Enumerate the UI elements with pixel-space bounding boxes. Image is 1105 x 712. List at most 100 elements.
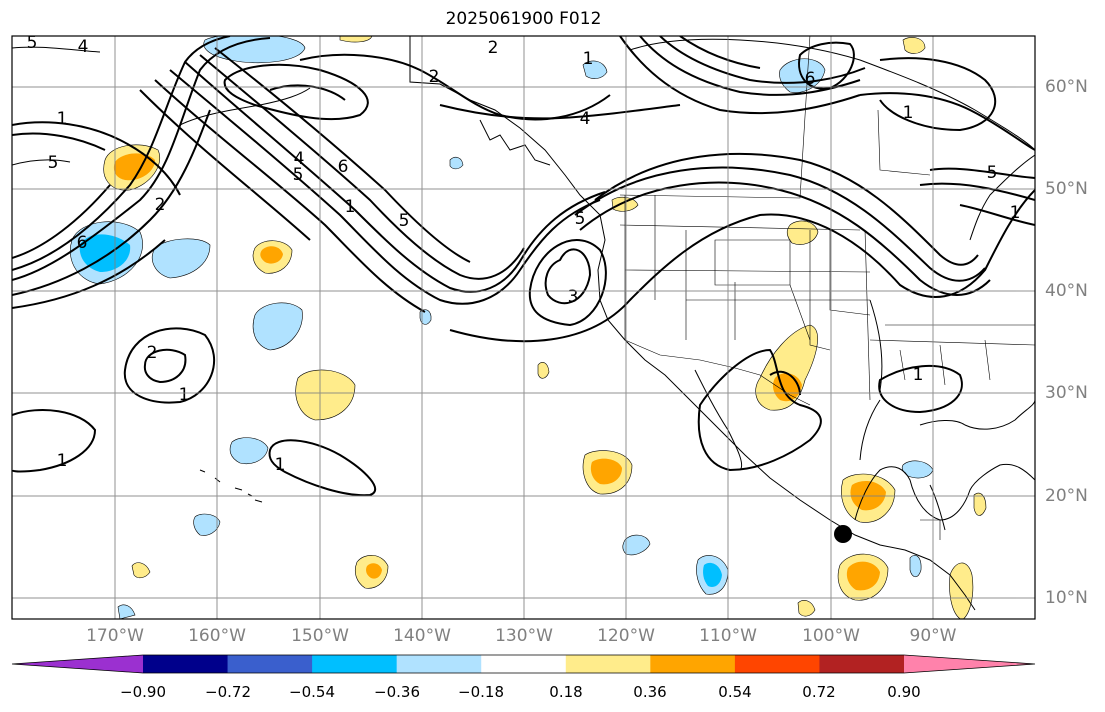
neg-anomaly-region [151,238,211,279]
colorbar [11,654,1036,674]
contour-label: 1 [57,451,68,471]
pos-anomaly-core [590,458,622,485]
location-marker [834,525,852,543]
colorbar-swatch [227,655,313,673]
contour-label: 2 [155,195,166,215]
neg-anomaly-region [901,460,934,479]
pos-anomaly-core [366,563,382,579]
pos-anomaly-region [786,220,819,245]
contour-label: 1 [179,385,190,405]
colorbar-tick-label: 0.54 [718,683,752,701]
contour-label: 5 [27,33,38,53]
colorbar-swatch [143,655,229,673]
colorbar-tick-label: −0.90 [120,683,166,701]
contour-label: 4 [294,149,305,169]
pos-anomaly-region [131,562,151,579]
colorbar-swatch [481,655,567,673]
colorbar-swatch [396,655,482,673]
map-title: 2025061900 F012 [445,9,602,29]
neg-anomaly-region [449,156,464,170]
colorbar-tick-label: 0.36 [633,683,667,701]
pos-anomaly-region [797,600,816,617]
lon-label: 90°W [909,626,957,646]
pos-anomaly-region [537,362,550,379]
contour-label: 6 [805,69,816,89]
colorbar-tick-label: −0.54 [289,683,335,701]
colorbar-outline [11,654,1036,674]
lon-label: 170°W [86,626,144,646]
colorbar-swatch [312,655,398,673]
contour-label: 5 [293,165,304,185]
pos-anomaly-region [973,492,987,516]
pos-anomaly-region [949,562,974,619]
contour-label: 1 [345,197,356,217]
pos-anomaly-core [846,561,880,591]
lon-label: 100°W [802,626,860,646]
neg-anomaly-region [203,36,306,63]
contour-label: 3 [568,287,579,307]
anomaly-fills [70,36,987,619]
lon-label: 160°W [188,626,246,646]
neg-anomaly-region [252,302,303,351]
pos-anomaly-core [260,246,283,264]
contour-label: 5 [399,211,410,231]
contour-label: 1 [57,109,68,129]
lon-label: 110°W [699,626,757,646]
contour-label: 1 [583,49,594,69]
neg-anomaly-core [703,562,722,587]
neg-anomaly-region [419,309,432,325]
contour-label: 6 [77,233,88,253]
neg-anomaly-region [229,437,269,465]
lat-label: 50°N [1045,179,1088,199]
pressure-contours [12,36,1035,497]
colorbar-tick-label: −0.36 [374,683,420,701]
colorbar-swatch [12,655,143,673]
contour-label: 2 [488,38,499,58]
colorbar-tick-label: 0.18 [549,683,583,701]
pos-anomaly-region [902,37,926,54]
contour-label: 1 [275,455,286,475]
lon-label: 130°W [495,626,553,646]
lon-label: 150°W [291,626,349,646]
colorbar-tick-label: −0.18 [458,683,504,701]
colorbar-tick-label: −0.72 [205,683,251,701]
pos-anomaly-region [295,369,356,421]
contour-label: 1 [1010,203,1021,223]
colorbar-swatch [734,655,820,673]
lat-label: 60°N [1045,77,1088,97]
map-frame [11,35,1036,620]
neg-anomaly-region [622,534,651,556]
graticule [12,36,1035,619]
colorbar-swatch [819,655,905,673]
neg-anomaly-region [582,60,608,79]
colorbar-swatch [904,655,1035,673]
contour-label: 4 [78,37,89,57]
contour-label: 4 [580,109,591,129]
colorbar-swatch [565,655,651,673]
contour-label: 2 [147,343,158,363]
pos-anomaly-region [339,36,373,43]
colorbar-tick-label: 0.90 [887,683,921,701]
colorbar-tick-label: 0.72 [802,683,836,701]
contour-label-group: 5 4 1 5 2 2 1 6 4 1 4 6 5 1 5 6 2 3 5 1 … [27,33,1021,475]
colorbar-swatch [650,655,736,673]
lon-label: 140°W [393,626,451,646]
lat-label: 10°N [1045,588,1088,608]
lat-label: 40°N [1045,281,1088,301]
contour-label: 1 [913,365,924,385]
contour-label: 1 [903,103,914,123]
neg-anomaly-region [909,555,922,578]
contour-label: 5 [575,209,586,229]
neg-anomaly-core [79,234,131,272]
pos-anomaly-region [755,324,818,411]
contour-label: 2 [429,67,440,87]
contour-label: 6 [338,157,349,177]
contour-label: 5 [48,153,59,173]
lon-label: 120°W [597,626,655,646]
lat-label: 30°N [1045,383,1088,403]
borders [619,36,1035,540]
neg-anomaly-region [117,604,136,619]
neg-anomaly-region [193,513,221,536]
lat-label: 20°N [1045,486,1088,506]
